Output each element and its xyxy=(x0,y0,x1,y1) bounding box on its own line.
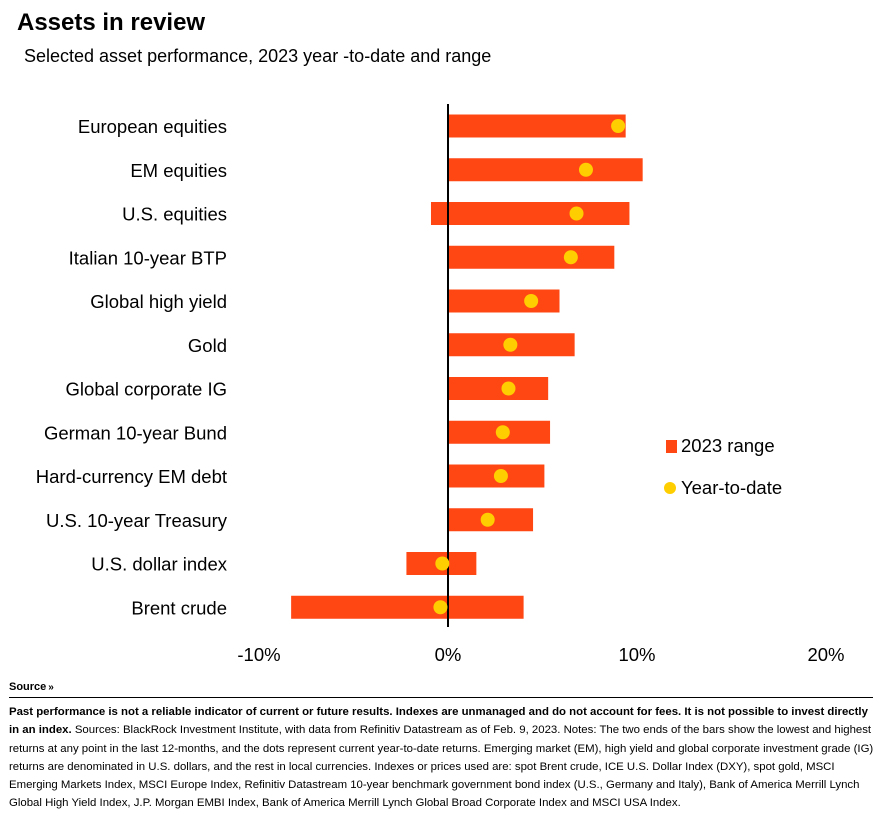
range-bar xyxy=(448,114,626,138)
range-bar xyxy=(448,158,643,182)
ytd-dot xyxy=(569,206,584,221)
x-tick-label: 20% xyxy=(807,644,844,665)
legend-swatch-range xyxy=(666,440,677,453)
category-label: U.S. 10-year Treasury xyxy=(46,510,228,531)
ytd-dot xyxy=(524,294,539,308)
range-bar xyxy=(448,245,615,269)
divider xyxy=(9,697,873,698)
range-bar xyxy=(448,289,560,313)
category-label: EM equities xyxy=(130,160,227,181)
range-bar-chart: European equities EM equities U.S. equitie… xyxy=(36,104,845,665)
ytd-dot xyxy=(578,162,593,177)
chevron-down-icon: » xyxy=(48,682,54,693)
category-label: Global corporate IG xyxy=(66,379,227,400)
source-label: Source xyxy=(9,681,47,693)
disclaimer-text: Sources: BlackRock Investment Institute,… xyxy=(9,724,874,810)
category-label: Italian 10-year BTP xyxy=(69,247,227,268)
ytd-dot xyxy=(611,119,626,133)
ytd-dot xyxy=(433,600,448,615)
legend-label-ytd: Year-to-date xyxy=(681,477,782,498)
x-tick-label: 0% xyxy=(435,644,462,665)
range-bar xyxy=(448,377,549,400)
disclaimer: Past performance is not a reliable indic… xyxy=(9,703,875,813)
range-bar xyxy=(430,202,630,225)
x-tick-label: 10% xyxy=(618,644,655,665)
range-bar xyxy=(291,595,524,619)
category-label: German 10-year Bund xyxy=(44,422,227,443)
source-toggle-button[interactable]: Source» xyxy=(9,681,54,693)
ytd-dot xyxy=(493,469,508,483)
legend-marker-ytd xyxy=(664,482,676,494)
category-label: Global high yield xyxy=(90,291,227,312)
legend-label-range: 2023 range xyxy=(681,435,775,456)
ytd-dot xyxy=(503,337,518,352)
category-label: Gold xyxy=(188,335,227,356)
category-label: European equities xyxy=(78,116,227,137)
disclaimer-bold: Past performance is not a reliable indic… xyxy=(9,706,868,737)
ytd-dot xyxy=(495,425,510,440)
chart-subtitle: Selected asset performance, 2023 year -t… xyxy=(24,46,492,66)
category-label: U.S. equities xyxy=(122,204,227,225)
ytd-dot xyxy=(501,381,516,396)
chart-title: Assets in review xyxy=(17,9,206,36)
category-label: Hard-currency EM debt xyxy=(36,466,227,487)
ytd-dot xyxy=(480,512,495,527)
x-tick-label: -10% xyxy=(237,644,280,665)
ytd-dot xyxy=(563,250,578,265)
category-label: U.S. dollar index xyxy=(91,554,227,575)
category-label: Brent crude xyxy=(131,597,227,618)
ytd-dot xyxy=(435,556,450,571)
